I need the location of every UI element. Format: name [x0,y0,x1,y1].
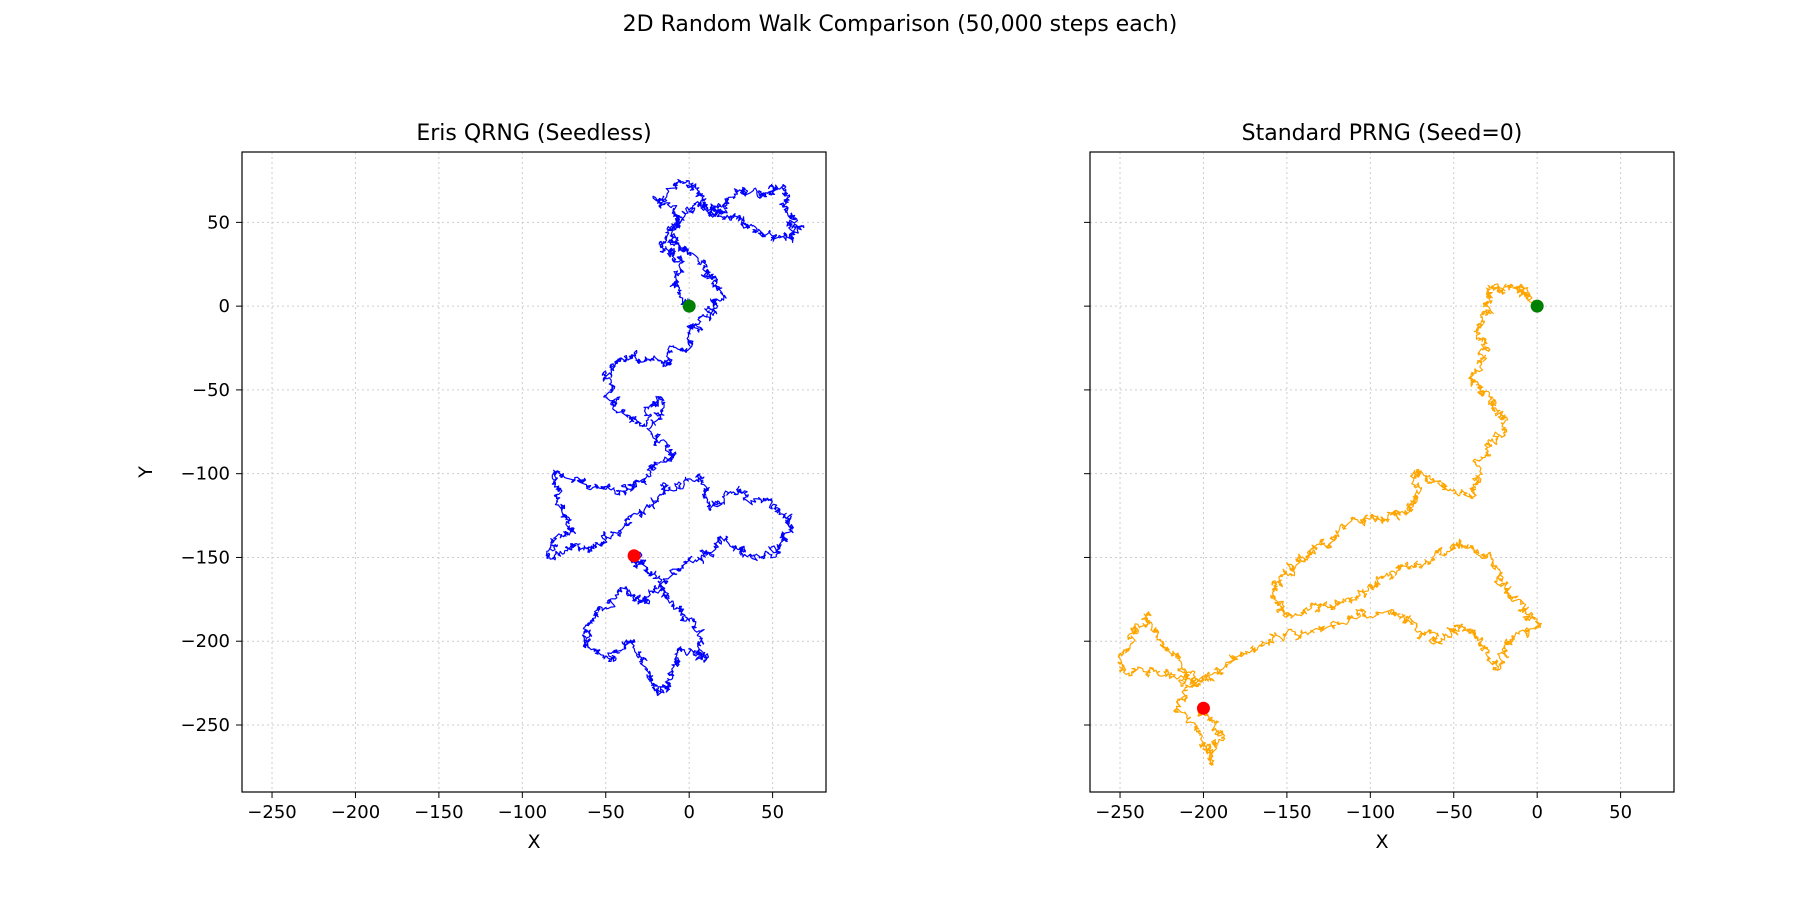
x-tick-label: −150 [414,802,463,823]
y-tick-label: −250 [181,715,230,736]
x-tick-label: 0 [683,802,694,823]
walk-path [545,178,805,697]
y-tick-label: −50 [192,380,230,401]
figure-title: 2D Random Walk Comparison (50,000 steps … [622,12,1178,37]
axes-panel-2: −250 −200 −150 −100 −50 0 50 Standard PRNG (See… [1084,121,1675,853]
axes-title: Standard PRNG (Seed=0) [1242,121,1523,146]
axes-title: Eris QRNG (Seedless) [416,121,651,146]
x-tick-label: −100 [498,802,547,823]
x-axis-label: X [1375,831,1388,853]
x-tick-label: 50 [1609,802,1632,823]
x-tick-label: −100 [1346,802,1395,823]
x-tick-label: −200 [1179,802,1228,823]
start-marker [1530,299,1544,313]
y-axis-label: Y [135,466,157,479]
y-tick-label: −100 [181,464,230,485]
axes-frame [1089,151,1675,793]
x-tick-label: −50 [587,802,625,823]
axes-panel-1: −250 −200 −150 −100 −50 0 50 −250 −200 −150 −100 −5… [135,121,827,853]
end-marker [1196,701,1210,715]
y-tick-label: 0 [219,296,230,317]
series-group [545,178,805,697]
x-tick-label: −250 [247,802,296,823]
start-marker [682,299,696,313]
x-tick-label: −50 [1435,802,1473,823]
series-group [1117,283,1543,766]
walk-path [1117,283,1543,766]
y-tick-label: −200 [181,631,230,652]
x-tick-label: −200 [331,802,380,823]
x-tick-label: −150 [1262,802,1311,823]
x-tick-label: 0 [1531,802,1542,823]
y-tick-label: 50 [207,212,230,233]
y-tick-label: −150 [181,547,230,568]
x-axis-label: X [527,831,540,853]
x-tick-label: −250 [1095,802,1144,823]
x-tick-label: 50 [761,802,784,823]
end-marker [627,549,641,563]
axes-frame [241,151,827,793]
